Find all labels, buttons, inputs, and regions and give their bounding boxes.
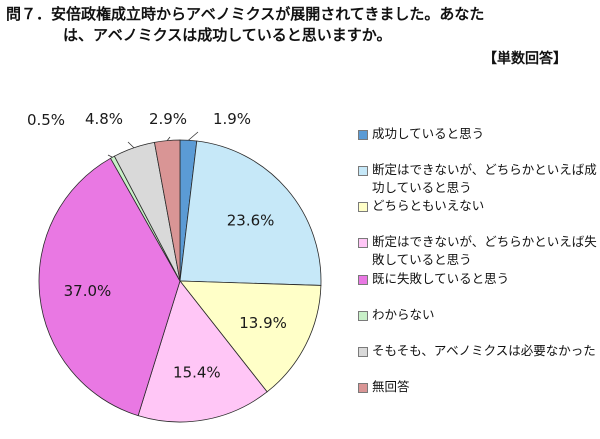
data-label-2: 13.9% bbox=[239, 314, 287, 332]
data-label-1: 23.6% bbox=[227, 211, 275, 229]
leader-line-7 bbox=[166, 136, 171, 141]
data-label-5: 0.5% bbox=[27, 111, 65, 129]
legend-item-7: 無回答 bbox=[358, 378, 598, 396]
legend-label-3: 断定はできないが、どちらかといえば失敗していると思う bbox=[372, 234, 597, 267]
legend-swatch-5 bbox=[358, 311, 368, 321]
pie-slice-3 bbox=[137, 280, 268, 423]
answer-type-badge: 【単数回答】 bbox=[483, 51, 567, 67]
title-line-2: は、アベノミクスは成功していると思いますか。 bbox=[63, 26, 392, 44]
data-label-7: 2.9% bbox=[149, 110, 187, 128]
data-label-6: 4.8% bbox=[85, 110, 123, 128]
title-line-1: 問７．安倍政権成立時からアベノミクスが展開されてきました。あなた bbox=[6, 5, 485, 23]
legend-item-5: わからない bbox=[358, 306, 598, 324]
legend-label-2: どちらともいえない bbox=[372, 198, 485, 213]
legend-swatch-7 bbox=[358, 383, 368, 393]
leader-line-0 bbox=[188, 131, 199, 141]
legend-item-2: どちらともいえない bbox=[358, 197, 598, 215]
legend-item-3: 断定はできないが、どちらかといえば失敗していると思う bbox=[358, 233, 598, 269]
chart-title: 問７．安倍政権成立時からアベノミクスが展開されてきました。あなた は、アベノミク… bbox=[6, 4, 506, 46]
legend-item-0: 成功していると思う bbox=[358, 125, 598, 143]
leader-line-5 bbox=[107, 154, 113, 158]
legend-label-6: そもそも、アベノミクスは必要なかった bbox=[372, 343, 596, 358]
legend-label-7: 無回答 bbox=[372, 379, 410, 394]
legend-swatch-4 bbox=[358, 275, 368, 285]
legend-swatch-3 bbox=[358, 238, 368, 248]
legend-swatch-2 bbox=[358, 202, 368, 212]
legend-label-4: 既に失敗していると思う bbox=[372, 271, 510, 286]
legend-swatch-0 bbox=[358, 130, 368, 140]
legend-item-1: 断定はできないが、どちらかといえば成功していると思う bbox=[358, 161, 598, 197]
pie-slice-4 bbox=[38, 157, 181, 417]
legend-label-0: 成功していると思う bbox=[372, 126, 485, 141]
data-label-4: 37.0% bbox=[64, 282, 112, 300]
legend-item-4: 既に失敗していると思う bbox=[358, 270, 598, 288]
pie-slice-2 bbox=[179, 280, 322, 393]
pie-slice-1 bbox=[179, 140, 322, 286]
leader-line-6 bbox=[127, 141, 135, 149]
legend-swatch-1 bbox=[358, 166, 368, 176]
legend-label-1: 断定はできないが、どちらかといえば成功していると思う bbox=[372, 162, 597, 195]
data-label-3: 15.4% bbox=[173, 364, 221, 382]
data-label-0: 1.9% bbox=[213, 110, 251, 128]
legend-swatch-6 bbox=[358, 347, 368, 357]
legend-item-6: そもそも、アベノミクスは必要なかった bbox=[358, 342, 598, 360]
legend-label-5: わからない bbox=[372, 307, 435, 322]
